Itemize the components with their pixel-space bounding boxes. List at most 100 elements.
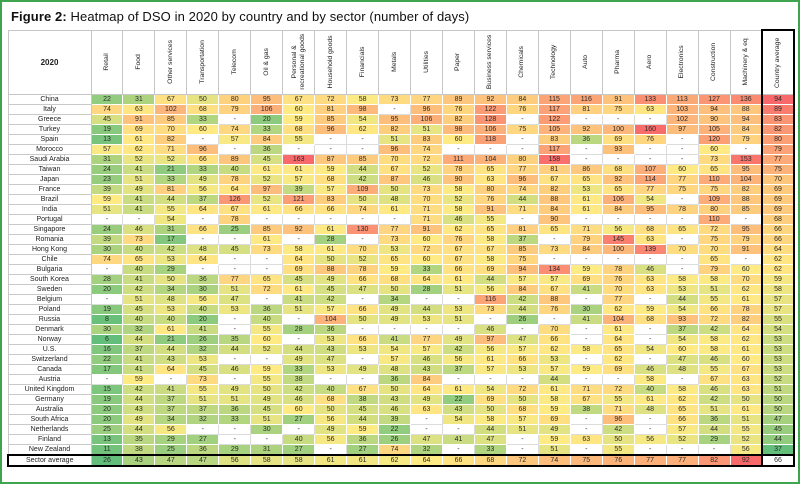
heatmap-cell: -	[186, 214, 220, 225]
country-average-cell: 69	[761, 204, 795, 215]
heatmap-cell: -	[218, 374, 252, 385]
heatmap-cell: 45	[90, 114, 124, 125]
heatmap-cell: 127	[697, 94, 731, 105]
heatmap-cell: 42	[282, 384, 316, 395]
country-label: Portugal	[7, 214, 92, 225]
heatmap-cell: 21	[154, 334, 188, 345]
heatmap-cell: 20	[90, 284, 124, 295]
heatmap-cell: -	[314, 374, 348, 385]
heatmap-cell: 100	[601, 244, 635, 255]
heatmap-cell: 38	[346, 394, 380, 405]
heatmap-cell: 47	[665, 354, 699, 365]
heatmap-cell: 42	[122, 384, 156, 395]
heatmap-cell: 36	[314, 324, 348, 335]
heatmap-cell: -	[314, 144, 348, 155]
heatmap-cell: -	[250, 354, 284, 365]
heatmap-cell: 44	[154, 344, 188, 355]
heatmap-cell: 65	[122, 254, 156, 265]
heatmap-cell: 60	[410, 254, 443, 265]
heatmap-cell: 36	[569, 134, 603, 145]
heatmap-cell: 84	[505, 284, 539, 295]
heatmap-cell: 67	[473, 244, 507, 255]
heatmap-cell: 61	[633, 394, 667, 405]
heatmap-cell: 60	[665, 344, 699, 355]
country-average-cell: 64	[761, 244, 795, 255]
heatmap-cell: 93	[601, 144, 635, 155]
heatmap-cell: 54	[633, 344, 667, 355]
heatmap-cell: 51	[729, 414, 763, 425]
heatmap-cell: -	[665, 154, 699, 165]
heatmap-cell: 38	[569, 404, 603, 415]
table-row: Bulgaria -40 29- - -69 88 78 59 33 66 69 94 134 59 78 4…	[7, 264, 795, 275]
heatmap-cell: 58	[473, 234, 507, 245]
heatmap-cell: 42	[122, 284, 156, 295]
heatmap-cell: 91	[410, 224, 443, 235]
country-average-cell: 47	[761, 414, 795, 425]
heatmap-cell: 43	[154, 354, 188, 365]
heatmap-cell: 67	[569, 394, 603, 405]
heatmap-cell: 16	[90, 344, 124, 355]
heatmap-cell: 53	[314, 334, 348, 345]
heatmap-cell: -	[378, 104, 412, 115]
heatmap-cell: 75	[697, 234, 731, 245]
heatmap-cell: -	[665, 134, 699, 145]
country-label: New Zealand	[7, 444, 92, 456]
heatmap-cell: 84	[601, 204, 635, 215]
heatmap-cell: 49	[218, 384, 252, 395]
heatmap-cell: 49	[378, 314, 412, 325]
heatmap-cell: 51	[250, 414, 284, 425]
heatmap-cell: 73	[378, 94, 412, 105]
heatmap-cell: 48	[186, 244, 220, 255]
heatmap-cell: 53	[378, 244, 412, 255]
heatmap-cell: 61	[282, 164, 316, 175]
heatmap-cell: 59	[633, 304, 667, 315]
heatmap-cell: 70	[665, 244, 699, 255]
heatmap-cell: 49	[314, 274, 348, 285]
heatmap-cell: 121	[282, 194, 316, 205]
heatmap-cell: 77	[378, 224, 412, 235]
heatmap-cell: -	[90, 374, 124, 385]
table-row: Spain 13 61 82-57 84 55- -51 83 60 118-83 36 69 76-1…	[7, 134, 795, 145]
column-header-aero: Aero	[633, 29, 667, 95]
heatmap-cell: 66	[186, 224, 220, 235]
heatmap-cell: 73	[250, 244, 284, 255]
heatmap-cell: 63	[633, 234, 667, 245]
heatmap-cell: 44	[282, 344, 316, 355]
heatmap-cell: 120	[697, 134, 731, 145]
heatmap-cell: 40	[633, 384, 667, 395]
heatmap-cell: 76	[505, 104, 539, 115]
country-average-cell: 57	[761, 304, 795, 315]
heatmap-cell: 75	[505, 254, 539, 265]
heatmap-cell: 21	[154, 164, 188, 175]
heatmap-cell: 61	[569, 204, 603, 215]
heatmap-cell: -	[633, 254, 667, 265]
heatmap-cell: 38	[282, 374, 316, 385]
heatmap-cell: 92	[569, 124, 603, 135]
heatmap-cell: 62	[537, 344, 571, 355]
heatmap-cell: 80	[697, 204, 731, 215]
heatmap-cell: 41	[122, 354, 156, 365]
country-label: Morocco	[7, 144, 92, 155]
heatmap-cell: 66	[537, 334, 571, 345]
country-label: India	[7, 204, 92, 215]
heatmap-cell: 33	[250, 124, 284, 135]
country-average-cell: 53	[761, 364, 795, 375]
heatmap-cell: -	[665, 374, 699, 385]
heatmap-cell: 58	[441, 184, 475, 195]
heatmap-cell: 41	[122, 204, 156, 215]
heatmap-cell: 79	[218, 104, 252, 115]
heatmap-cell: 88	[537, 294, 571, 305]
heatmap-cell: 64	[186, 204, 220, 215]
heatmap-cell: 59	[314, 164, 348, 175]
heatmap-cell: 100	[601, 124, 635, 135]
heatmap-cell: 19	[90, 394, 124, 405]
heatmap-cell: 117	[537, 104, 571, 115]
heatmap-cell: 68	[505, 404, 539, 415]
heatmap-cell: -	[505, 114, 539, 125]
heatmap-cell: 96	[186, 144, 220, 155]
heatmap-cell: 45	[346, 404, 380, 415]
heatmap-cell: 34	[378, 294, 412, 305]
heatmap-cell: 34	[154, 414, 188, 425]
heatmap-cell: 41	[378, 334, 412, 345]
heatmap-cell: 61	[314, 224, 348, 235]
